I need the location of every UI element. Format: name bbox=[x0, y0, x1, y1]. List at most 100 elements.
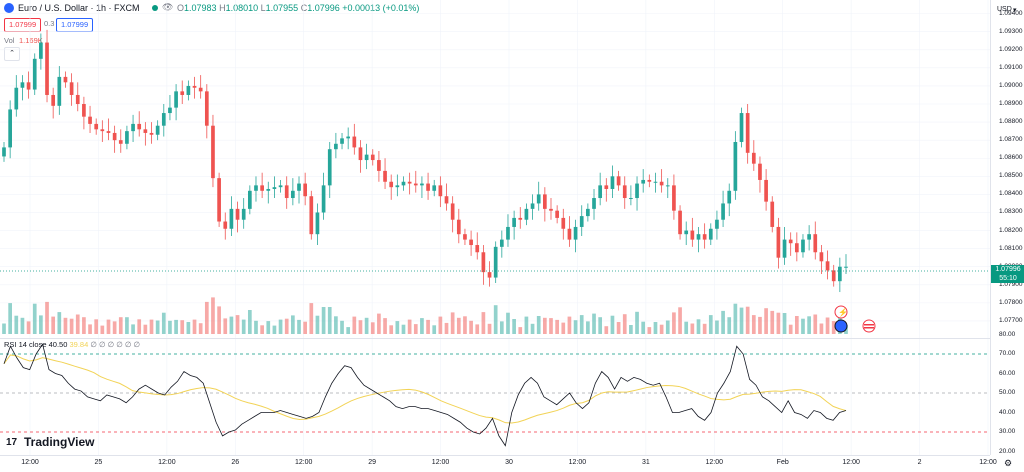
candle bbox=[149, 132, 154, 135]
candle bbox=[346, 136, 351, 139]
price-tick-label: 1.08400 bbox=[999, 190, 1023, 198]
candle bbox=[309, 196, 314, 235]
candle bbox=[690, 230, 695, 240]
candle bbox=[51, 94, 56, 106]
currency-dropdown-icon[interactable]: ▾ bbox=[1013, 7, 1017, 14]
volume-bar bbox=[819, 323, 824, 334]
price-tick-label: 1.08100 bbox=[999, 244, 1023, 252]
rsi-label[interactable]: RSI 14 close bbox=[4, 340, 47, 349]
volume-bar bbox=[672, 312, 676, 334]
time-scale[interactable]: 12:00 25 12:00 26 12:00 29 12:00 30 12:00 31 12:00… bbox=[0, 455, 997, 472]
volume-bar bbox=[278, 319, 283, 334]
volume-bar bbox=[131, 324, 135, 334]
candle bbox=[247, 190, 252, 209]
candle bbox=[278, 185, 283, 188]
volume-bar bbox=[235, 315, 240, 334]
volume-bar bbox=[610, 315, 615, 334]
volume-bar bbox=[88, 324, 92, 334]
volume-bar bbox=[487, 323, 492, 334]
candle bbox=[518, 217, 523, 220]
volume-bar bbox=[327, 307, 332, 334]
volume-bar bbox=[629, 325, 633, 334]
candle bbox=[807, 234, 811, 240]
candle bbox=[211, 125, 215, 179]
candle bbox=[647, 179, 652, 182]
candle bbox=[555, 210, 559, 218]
low-value: 1.07955 bbox=[265, 3, 299, 13]
price-chart[interactable]: ⚡ bbox=[0, 0, 990, 455]
candle bbox=[352, 136, 357, 148]
low-label: L bbox=[260, 3, 266, 13]
candle bbox=[131, 123, 135, 132]
volume-bar bbox=[297, 319, 301, 334]
volume-bar bbox=[641, 321, 646, 334]
time-tick-label: 31 bbox=[641, 459, 650, 466]
volume-bar bbox=[413, 324, 418, 334]
candle bbox=[32, 58, 37, 90]
candle bbox=[260, 185, 264, 191]
bar-countdown: 55:10 bbox=[999, 275, 1017, 282]
symbol-title[interactable]: Euro / U.S. Dollar · 1h · FXCM bbox=[18, 3, 140, 13]
candle bbox=[88, 116, 92, 124]
candle bbox=[549, 208, 553, 211]
price-tick-label: 1.09300 bbox=[999, 27, 1023, 35]
high-value: 1.08010 bbox=[225, 3, 259, 13]
candle bbox=[684, 230, 689, 235]
volume-bar bbox=[340, 320, 344, 334]
symbol-logo-icon[interactable] bbox=[4, 3, 14, 13]
volume-bar bbox=[106, 319, 111, 334]
candle bbox=[543, 194, 547, 209]
candle bbox=[721, 203, 725, 220]
volume-bar bbox=[57, 312, 62, 334]
price-scale[interactable]: USD ▾ 1.09400 1.09300 1.09200 1.09100 1.0900… bbox=[990, 0, 1024, 455]
candle bbox=[641, 179, 646, 184]
candle bbox=[266, 188, 271, 191]
volume-bar bbox=[204, 301, 209, 334]
volume-bar bbox=[180, 320, 185, 334]
eye-icon[interactable]: 👁 bbox=[162, 2, 174, 12]
volume-bar bbox=[684, 321, 689, 334]
volume-label: Vol bbox=[4, 36, 15, 45]
candle bbox=[598, 185, 603, 199]
volume-bar bbox=[100, 325, 105, 334]
candle bbox=[567, 228, 572, 240]
price-tick-label: 1.08800 bbox=[999, 118, 1023, 126]
candle bbox=[137, 123, 142, 130]
volume-bar bbox=[432, 325, 437, 334]
volume-bar bbox=[247, 310, 252, 334]
volume-bar bbox=[309, 303, 314, 334]
us-flag-icon[interactable] bbox=[862, 319, 876, 333]
candle bbox=[493, 246, 498, 278]
candle bbox=[579, 216, 584, 227]
dividend-event-icon[interactable] bbox=[834, 319, 848, 333]
time-tick-label: 12:00 bbox=[705, 459, 724, 466]
candle bbox=[530, 203, 535, 209]
currency-label[interactable]: USD bbox=[997, 6, 1012, 13]
pane-divider[interactable] bbox=[0, 338, 990, 339]
volume-bar bbox=[690, 323, 695, 334]
candle bbox=[739, 113, 744, 142]
candle bbox=[524, 208, 529, 220]
price-tick-label: 1.07900 bbox=[999, 280, 1023, 288]
time-tick-label: 29 bbox=[368, 459, 377, 466]
lightning-glyph-icon: ⚡ bbox=[838, 307, 848, 317]
volume-bar bbox=[161, 312, 166, 334]
time-tick-label: 2 bbox=[917, 459, 922, 466]
candle bbox=[586, 208, 590, 217]
volume-bar bbox=[223, 318, 228, 334]
price-tick-label: 1.09100 bbox=[999, 63, 1023, 71]
price-tick-label: 1.07800 bbox=[999, 298, 1023, 306]
collapse-legend-button[interactable]: ⌃ bbox=[4, 47, 20, 61]
candle bbox=[315, 212, 320, 235]
candle bbox=[420, 183, 424, 186]
candle bbox=[297, 183, 301, 191]
lightning-event-icon[interactable] bbox=[834, 305, 848, 319]
volume-bar bbox=[776, 312, 781, 334]
candle bbox=[561, 217, 566, 229]
volume-bar bbox=[659, 324, 664, 334]
volume-bar bbox=[647, 327, 652, 334]
candle bbox=[186, 85, 191, 95]
volume-bar bbox=[143, 324, 148, 334]
settings-gear-icon[interactable]: ⚙ bbox=[1004, 458, 1013, 468]
volume-bar bbox=[241, 319, 246, 334]
